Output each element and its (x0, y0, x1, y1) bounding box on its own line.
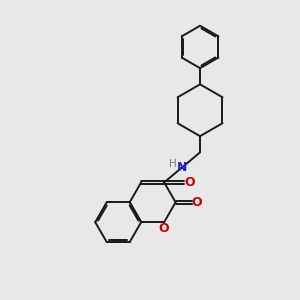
Text: O: O (192, 196, 203, 209)
Text: O: O (159, 222, 170, 235)
Text: N: N (177, 161, 187, 174)
Text: O: O (184, 176, 195, 189)
Text: H: H (169, 159, 177, 169)
